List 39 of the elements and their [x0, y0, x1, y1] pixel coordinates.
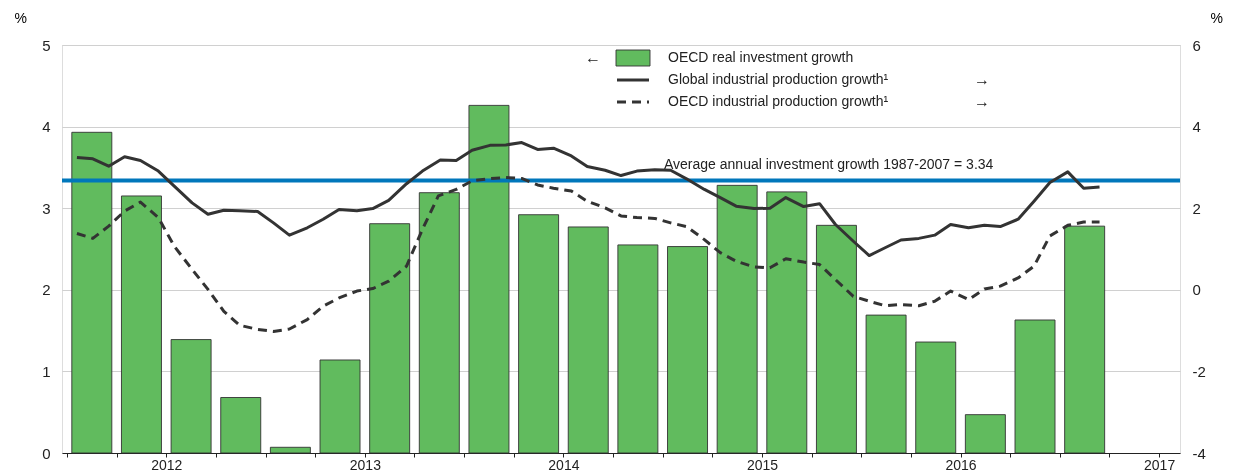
x-tick-label: 2014: [548, 456, 580, 473]
y2-tick-label: 2: [1192, 199, 1201, 217]
bar: [865, 314, 907, 454]
ref-line-label: Average annual investment growth 1987-2007 = 3.34: [664, 156, 994, 173]
x-tick-label: 2012: [151, 456, 183, 473]
y2-tick-label: -2: [1192, 362, 1206, 380]
y2-axis-title: %: [1210, 9, 1223, 26]
x-tick-label: 2015: [746, 456, 779, 473]
bar: [1014, 319, 1056, 454]
bar: [667, 246, 708, 454]
y-tick-label: 2: [42, 281, 51, 299]
annotation: →: [974, 71, 990, 88]
y-tick-label: 0: [42, 444, 51, 462]
y-tick-label: 1: [42, 362, 51, 380]
bar: [269, 446, 311, 454]
x-tick-label: 2016: [945, 456, 977, 473]
bar: [220, 397, 262, 454]
legend-label: OECD real investment growth: [668, 49, 854, 65]
legend-label: Global industrial production growth¹: [668, 71, 889, 87]
bar: [170, 339, 212, 454]
y-axis-title: %: [14, 9, 27, 26]
x-tick-label: 2013: [349, 456, 382, 473]
legend-label: OECD industrial production growth¹: [668, 93, 889, 109]
y2-tick-label: 6: [1192, 36, 1201, 54]
y-tick-label: 4: [42, 118, 51, 136]
y2-tick-label: 0: [1192, 281, 1201, 299]
bar: [567, 226, 609, 454]
bar: [964, 414, 1006, 454]
annotation: →: [974, 93, 990, 110]
y2-tick-label: -4: [1192, 444, 1206, 462]
bar: [617, 244, 659, 454]
bar: [319, 359, 361, 454]
y2-tick-label: 4: [1192, 118, 1201, 136]
x-tick-label: 2017: [1144, 456, 1176, 473]
y-tick-label: 5: [42, 36, 51, 54]
y-tick-label: 3: [42, 199, 51, 217]
annotation: ←: [585, 49, 601, 66]
bar: [915, 341, 957, 454]
bar: [518, 214, 560, 454]
